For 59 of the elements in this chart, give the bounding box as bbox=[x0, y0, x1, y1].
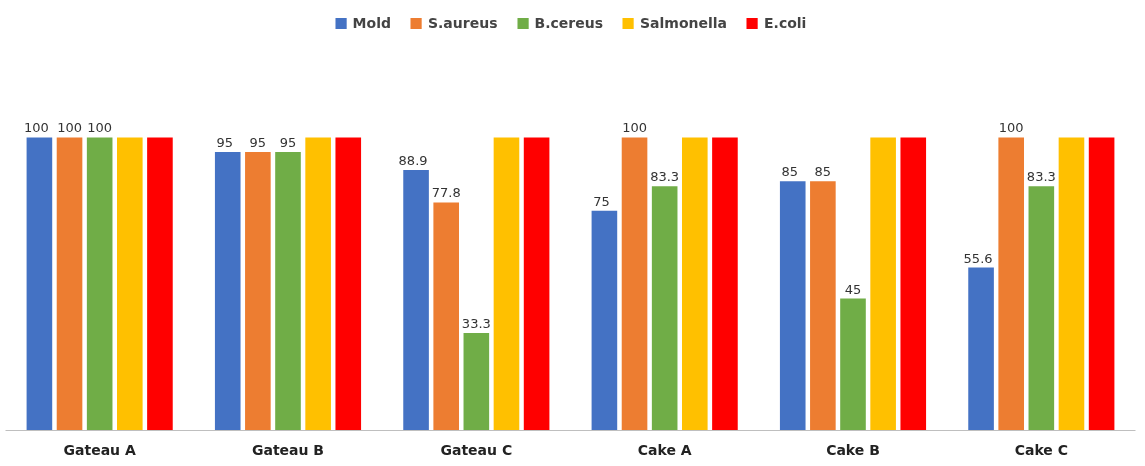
bar bbox=[335, 137, 362, 431]
bar bbox=[147, 137, 173, 431]
bar bbox=[56, 137, 83, 431]
bar bbox=[245, 152, 271, 431]
data-label: 83.3 bbox=[650, 169, 680, 185]
bar bbox=[86, 137, 113, 431]
bar bbox=[968, 267, 994, 431]
data-label: 33.3 bbox=[461, 315, 491, 331]
data-label: 100 bbox=[622, 120, 647, 136]
legend-label: E.coli bbox=[764, 15, 807, 31]
data-label: 55.6 bbox=[963, 250, 993, 266]
data-label: 95 bbox=[249, 135, 267, 151]
bar bbox=[463, 332, 490, 431]
data-label: 100 bbox=[57, 120, 82, 136]
bar bbox=[305, 137, 331, 431]
x-tick-label: Gateau C bbox=[440, 441, 513, 458]
bar bbox=[810, 181, 836, 431]
x-tick-label: Gateau A bbox=[63, 441, 136, 458]
data-label: 100 bbox=[23, 120, 49, 136]
bar bbox=[1028, 186, 1055, 431]
data-label: 75 bbox=[593, 193, 610, 209]
legend-label: Salmonella bbox=[639, 15, 728, 31]
data-label: 83.3 bbox=[1026, 169, 1056, 185]
x-tick-label: Cake C bbox=[1014, 441, 1068, 458]
data-label: 45 bbox=[844, 281, 862, 297]
bar bbox=[1088, 137, 1115, 431]
bar bbox=[681, 137, 708, 431]
data-label: 100 bbox=[998, 120, 1024, 136]
data-label: 95 bbox=[279, 135, 297, 151]
x-tick-label: Cake B bbox=[826, 441, 880, 458]
bar bbox=[998, 137, 1025, 431]
legend-label: Mold bbox=[352, 15, 391, 31]
data-label: 100 bbox=[87, 120, 113, 136]
bar bbox=[779, 181, 806, 431]
bar bbox=[900, 137, 927, 431]
bar bbox=[840, 298, 866, 431]
bar bbox=[870, 137, 896, 431]
data-label: 95 bbox=[216, 135, 234, 151]
bar bbox=[493, 137, 520, 431]
data-label: 85 bbox=[814, 164, 832, 180]
legend-label: B.cereus bbox=[534, 15, 603, 31]
bar bbox=[433, 202, 460, 431]
bar bbox=[712, 137, 738, 431]
data-label: 85 bbox=[781, 164, 799, 180]
bar bbox=[591, 210, 618, 431]
bar bbox=[651, 186, 678, 431]
x-tick-label: Gateau B bbox=[251, 441, 325, 458]
data-label: 88.9 bbox=[398, 152, 428, 168]
bar bbox=[116, 137, 143, 431]
x-tick-label: Cake A bbox=[637, 441, 692, 458]
data-label: 77.8 bbox=[431, 185, 461, 201]
bar bbox=[214, 152, 241, 431]
bar bbox=[1058, 137, 1085, 431]
bar bbox=[621, 137, 648, 431]
legend-label: S.aureus bbox=[427, 15, 498, 31]
bar bbox=[26, 137, 53, 431]
bar bbox=[403, 169, 429, 431]
bar bbox=[275, 152, 301, 431]
bar bbox=[523, 137, 550, 431]
